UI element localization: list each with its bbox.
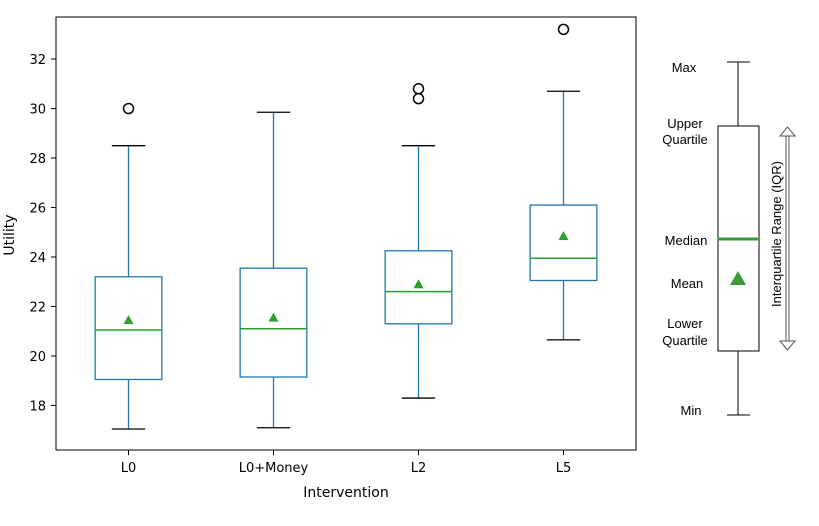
legend-max-label: Max: [672, 60, 697, 75]
box-l0-money: [239, 111, 308, 429]
y-tick-label: 28: [29, 152, 46, 167]
iqr-box: [384, 250, 453, 325]
x-axis-label: Intervention: [303, 485, 388, 501]
y-tick-label: 24: [29, 251, 46, 266]
mean-marker: [268, 312, 279, 322]
x-tick-label: L0: [121, 461, 137, 476]
outlier-point: [412, 83, 425, 95]
outlier-point: [122, 102, 135, 115]
legend-min-label: Min: [681, 403, 702, 418]
legend-median-label: Median: [665, 233, 708, 248]
legend-upper-quartile-label-1: Upper: [667, 116, 703, 131]
legend-iqr-label: Interquartile Range (IQR): [769, 161, 784, 307]
legend-lower-quartile-label-2: Quartile: [662, 333, 708, 348]
plot-area: [55, 16, 637, 451]
x-tick-label: L0+Money: [239, 461, 309, 476]
legend-upper-quartile-label-2: Quartile: [662, 132, 708, 147]
mean-marker: [123, 315, 134, 325]
y-tick-label: 20: [29, 350, 46, 365]
y-axis-label: Utility: [2, 214, 18, 255]
mean-marker: [558, 230, 569, 240]
box-l0: [94, 102, 163, 430]
box-l2: [384, 83, 453, 399]
box-l5: [529, 23, 598, 341]
y-tick-label: 26: [29, 202, 46, 217]
legend-mean-marker: [730, 271, 746, 285]
outlier-point: [557, 23, 570, 36]
y-tick-label: 30: [29, 103, 46, 118]
x-tick-label: L5: [556, 461, 572, 476]
legend-iqr-arrow: [778, 126, 797, 351]
x-tick-label: L2: [411, 461, 427, 476]
iqr-box: [94, 276, 163, 381]
y-tick-label: 22: [29, 300, 46, 315]
legend-lower-quartile-label-1: Lower: [667, 316, 703, 331]
y-tick-label: 32: [29, 53, 46, 68]
iqr-box: [529, 204, 598, 282]
iqr-box: [239, 267, 308, 378]
y-tick-label: 18: [29, 399, 46, 414]
legend-mean-label: Mean: [671, 276, 704, 291]
mean-marker: [413, 279, 424, 289]
box-plot-legend: Interquartile Range (IQR) Max Upper Quar…: [662, 60, 797, 418]
